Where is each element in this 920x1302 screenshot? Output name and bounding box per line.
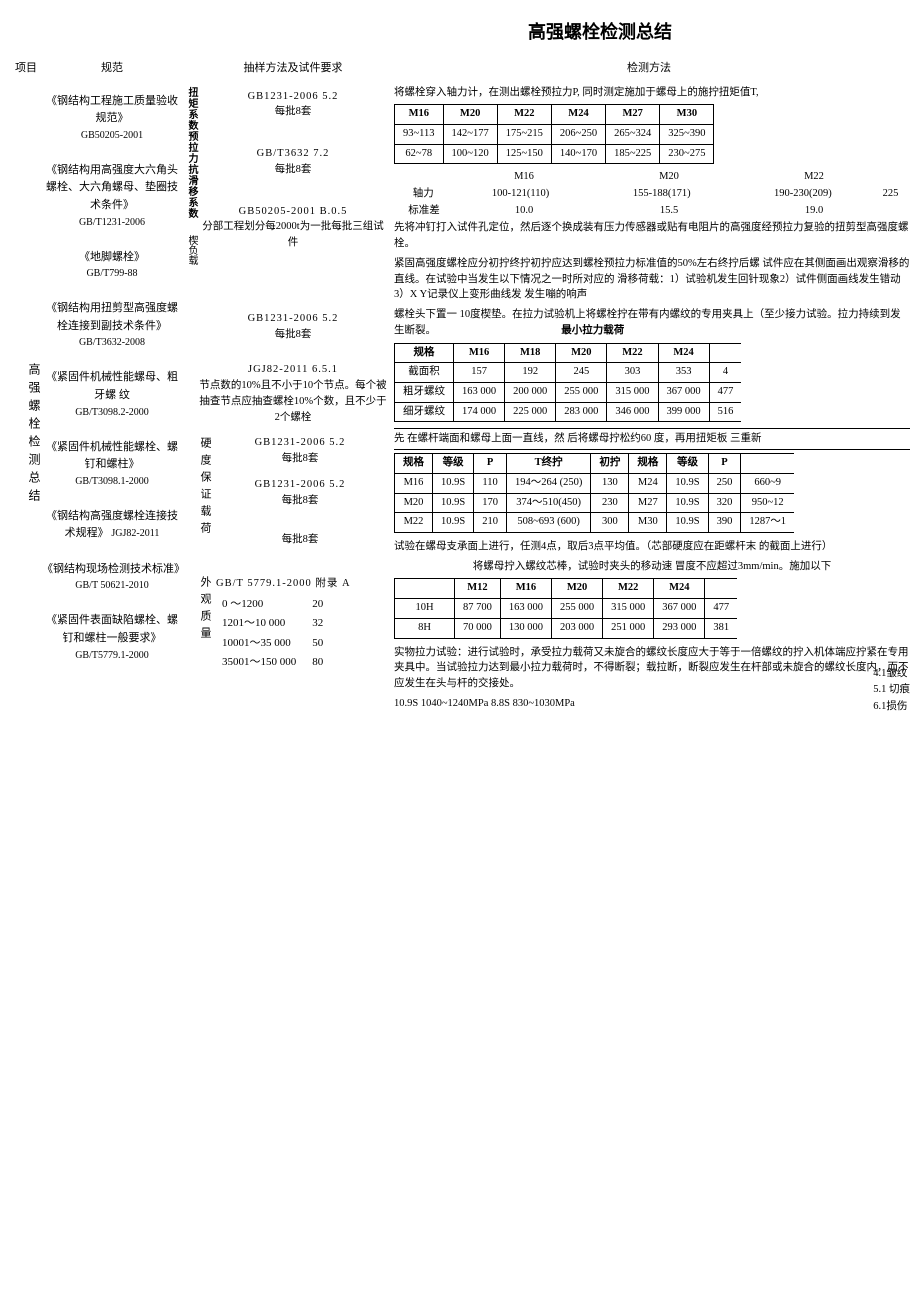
hdr-sampling: 抽样方法及试件要求 [198, 61, 388, 76]
sampling-item: GB1231-2006 5.2 每批8套 [198, 89, 388, 121]
spec-item: 《钢结构用扭剪型高强度螺栓连接到副技术条件》 GB/T3632-2008 [42, 300, 182, 351]
table-row: M16M20M22M24M27M30 [395, 105, 714, 125]
page-title: 高强螺栓检测总结 [290, 20, 910, 45]
main-grid: 高强螺栓检测总结 《钢结构工程施工质量验收规范》 GB50205-2001 《钢… [10, 83, 910, 716]
table-row: 10001～35 00050 [218, 635, 333, 652]
vert-label-col: 扭矩系数预拉力抗滑移系数 楔负载 [182, 83, 198, 265]
spec-col: 《钢结构工程施工质量验收规范》 GB50205-2001 《钢结构用高强度大六角… [42, 83, 182, 682]
table-row: 8H70 000130 000203 000251 000293 000381 [395, 618, 738, 638]
table-row: 截面积1571922453033534 [395, 363, 742, 383]
spec-item: 《钢结构用高强度大六角头螺栓、大六角螺母、垫圈技术条件》 GB/T1231-20… [42, 162, 182, 231]
sampling-item: GB1231-2006 5.2 每批8套 [198, 311, 388, 343]
appearance-table: 0 ～120020 1201～10 00032 10001～35 00050 3… [216, 594, 335, 674]
sampling-item: GB1231-2006 5.2 每批8套 [212, 477, 388, 509]
sampling-item: GB50205-2001 B.0.5 分部工程划分每2000t为一批每批三组试件 [198, 204, 388, 251]
table-row: 0 ～120020 [218, 596, 333, 613]
method-note: 实物拉力试验：进行试验时，承受拉力载荷又未旋合的螺纹长度应大于等于一倍螺纹的拧入… [394, 645, 910, 692]
spec-item: 《钢结构工程施工质量验收规范》 GB50205-2001 [42, 93, 182, 144]
table-row: 轴力 100-121(110) 155-188(171) 190-230(209… [394, 187, 910, 202]
hdr-project: 项目 [10, 61, 42, 76]
table-row: 35001～150 00080 [218, 654, 333, 671]
table-row: 细牙螺纹174 000225 000283 000346 000399 0005… [395, 402, 742, 422]
table-row: M1610.9S110194～264 (250)130M2410.9S25066… [395, 473, 795, 493]
sampling-item: JGJ82-2011 6.5.1 节点数的10%且不小于10个节点。每个被抽查节… [198, 362, 388, 425]
method-note: 将螺栓穿入轴力计，在测出螺栓预拉力P, 同时测定施加于螺母上的施拧扭矩值T, [394, 85, 910, 101]
spec-item: 《地脚螺栓》 GB/T799-88 [42, 249, 182, 283]
hdr-method: 检测方法 [388, 61, 910, 76]
table-row: M2210.9S210508~693 (600)300M3010.9S39012… [395, 513, 795, 533]
sampling-col: GB1231-2006 5.2 每批8套 GB/T3632 7.2 每批8套 G… [198, 83, 388, 674]
hdr-spec: 规范 [42, 61, 182, 76]
table-1: M16M20M22M24M27M30 93~113142~177175~2152… [394, 104, 714, 164]
spec-item: 《钢结构高强度螺栓连接技术规程》 JGJ82-2011 [42, 508, 182, 543]
table-2-head: M16 M20 M22 [394, 170, 910, 185]
method-note: 10.9S 1040~1240MPa 8.8S 830~1030MPa [394, 696, 910, 712]
table-5: M12M16M20M22M24 10H87 700163 000255 0003… [394, 578, 737, 638]
vert-hardness: 硬度保证载荷 [198, 435, 212, 539]
sampling-item: GB/T3632 7.2 每批8套 [198, 146, 388, 178]
project-col: 高强螺栓检测总结 [10, 83, 42, 507]
table-row: 粗牙螺纹163 000200 000255 000315 000367 0004… [395, 383, 742, 403]
table-3: 规格M16M18M20M22M24 截面积1571922453033534 粗牙… [394, 343, 741, 423]
table-row: 10H87 700163 000255 000315 000367 000477 [395, 599, 738, 619]
sampling-item: 每批8套 [212, 532, 388, 548]
method-note: 试验在螺母支承面上进行，任测4点，取后3点平均值。（芯部硬度应在距螺杆末 的截面… [394, 539, 910, 555]
column-headers: 项目 规范 抽样方法及试件要求 检测方法 [10, 61, 910, 76]
table-row: 规格等级PT终拧初拧规格等级P [395, 454, 795, 474]
spec-item: 《紧固件表面缺陷螺栓、螺钉和螺柱一般要求》 GB/T5779.1-2000 [42, 612, 182, 663]
spec-item: 《紧固件机械性能螺栓、螺钉和螺柱》 GB/T3098.1-2000 [42, 439, 182, 490]
method-note: 紧固高强度螺栓应分初拧终拧初拧应达到螺栓预拉力标准值的50%左右终拧后螺 试件应… [394, 256, 910, 303]
table-row: M12M16M20M22M24 [395, 579, 738, 599]
spec-item: 《紧固件机械性能螺母、粗牙螺 纹 GB/T3098.2-2000 [42, 369, 182, 420]
spec-item: 《钢结构现场检测技术标准》 GB/T 50621-2010 [42, 561, 182, 595]
table-4: 规格等级PT终拧初拧规格等级P M1610.9S110194～264 (250)… [394, 453, 794, 533]
method-note: 先 在螺杆端面和螺母上面一直线，然 后将螺母拧松约60 度，再用扭矩板 三重新 [394, 428, 910, 450]
table-row: 62~78100~120125~150140~170185~225230~275 [395, 144, 714, 164]
table-row: M2010.9S170374～510(450)230M2710.9S320950… [395, 493, 795, 513]
vert-appearance: 外观质量 [198, 576, 212, 644]
method-note: 将螺母拧入螺纹芯棒，试验时夹头的移动速 冒度不应超过3mm/min。施加以下 [394, 559, 910, 575]
table-row: 规格M16M18M20M22M24 [395, 343, 742, 363]
method-note: 先将冲钉打入试件孔定位，然后逐个换成装有压力传感器或贴有电阻片的高强度经预拉力复… [394, 220, 910, 252]
method-col: 将螺栓穿入轴力计，在测出螺栓预拉力P, 同时测定施加于螺母上的施拧扭矩值T, M… [388, 83, 910, 716]
sampling-item: GB/T 5779.1-2000 附录 A [216, 576, 388, 592]
table-row: 标准差 10.0 15.5 19.0 [394, 204, 910, 219]
table-row: 1201～10 00032 [218, 615, 333, 632]
method-note: 螺栓头下置一 10度楔垫。在拉力试验机上将螺栓拧在带有内螺纹的专用夹具上（至少接… [394, 307, 910, 339]
sampling-item: GB1231-2006 5.2 每批8套 [212, 435, 388, 467]
table-row: 93~113142~177175~215206~250265~324325~39… [395, 125, 714, 145]
